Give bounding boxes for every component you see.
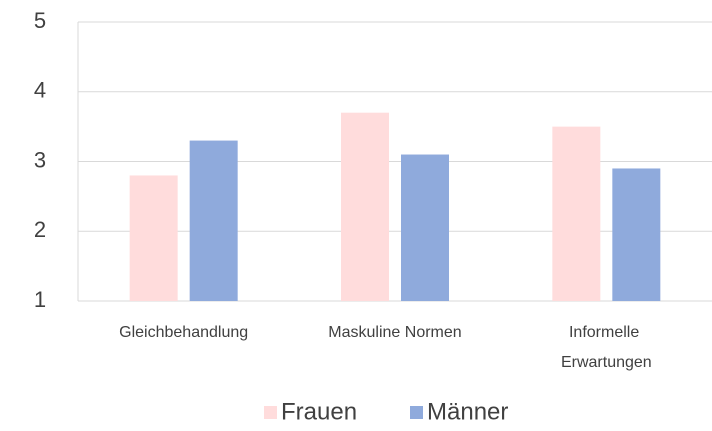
legend-swatch xyxy=(410,406,423,419)
y-tick-label: 2 xyxy=(34,217,46,242)
bar xyxy=(189,140,238,301)
y-tick-label: 5 xyxy=(34,8,46,33)
x-tick-label: Maskuline Normen xyxy=(328,324,461,341)
bar xyxy=(401,154,449,301)
y-tick-label: 3 xyxy=(34,147,46,172)
legend-label: Frauen xyxy=(281,398,357,425)
x-tick-label: Gleichbehandlung xyxy=(119,324,248,341)
legend-label: Männer xyxy=(427,398,508,425)
bar xyxy=(552,126,601,301)
bar xyxy=(341,112,389,301)
legend-swatch xyxy=(264,406,277,419)
y-tick-label: 4 xyxy=(34,78,46,103)
y-tick-label: 1 xyxy=(34,287,46,312)
bar xyxy=(129,175,178,301)
x-tick-label: Informelle Erwartungen xyxy=(561,324,652,371)
bar xyxy=(612,168,661,301)
